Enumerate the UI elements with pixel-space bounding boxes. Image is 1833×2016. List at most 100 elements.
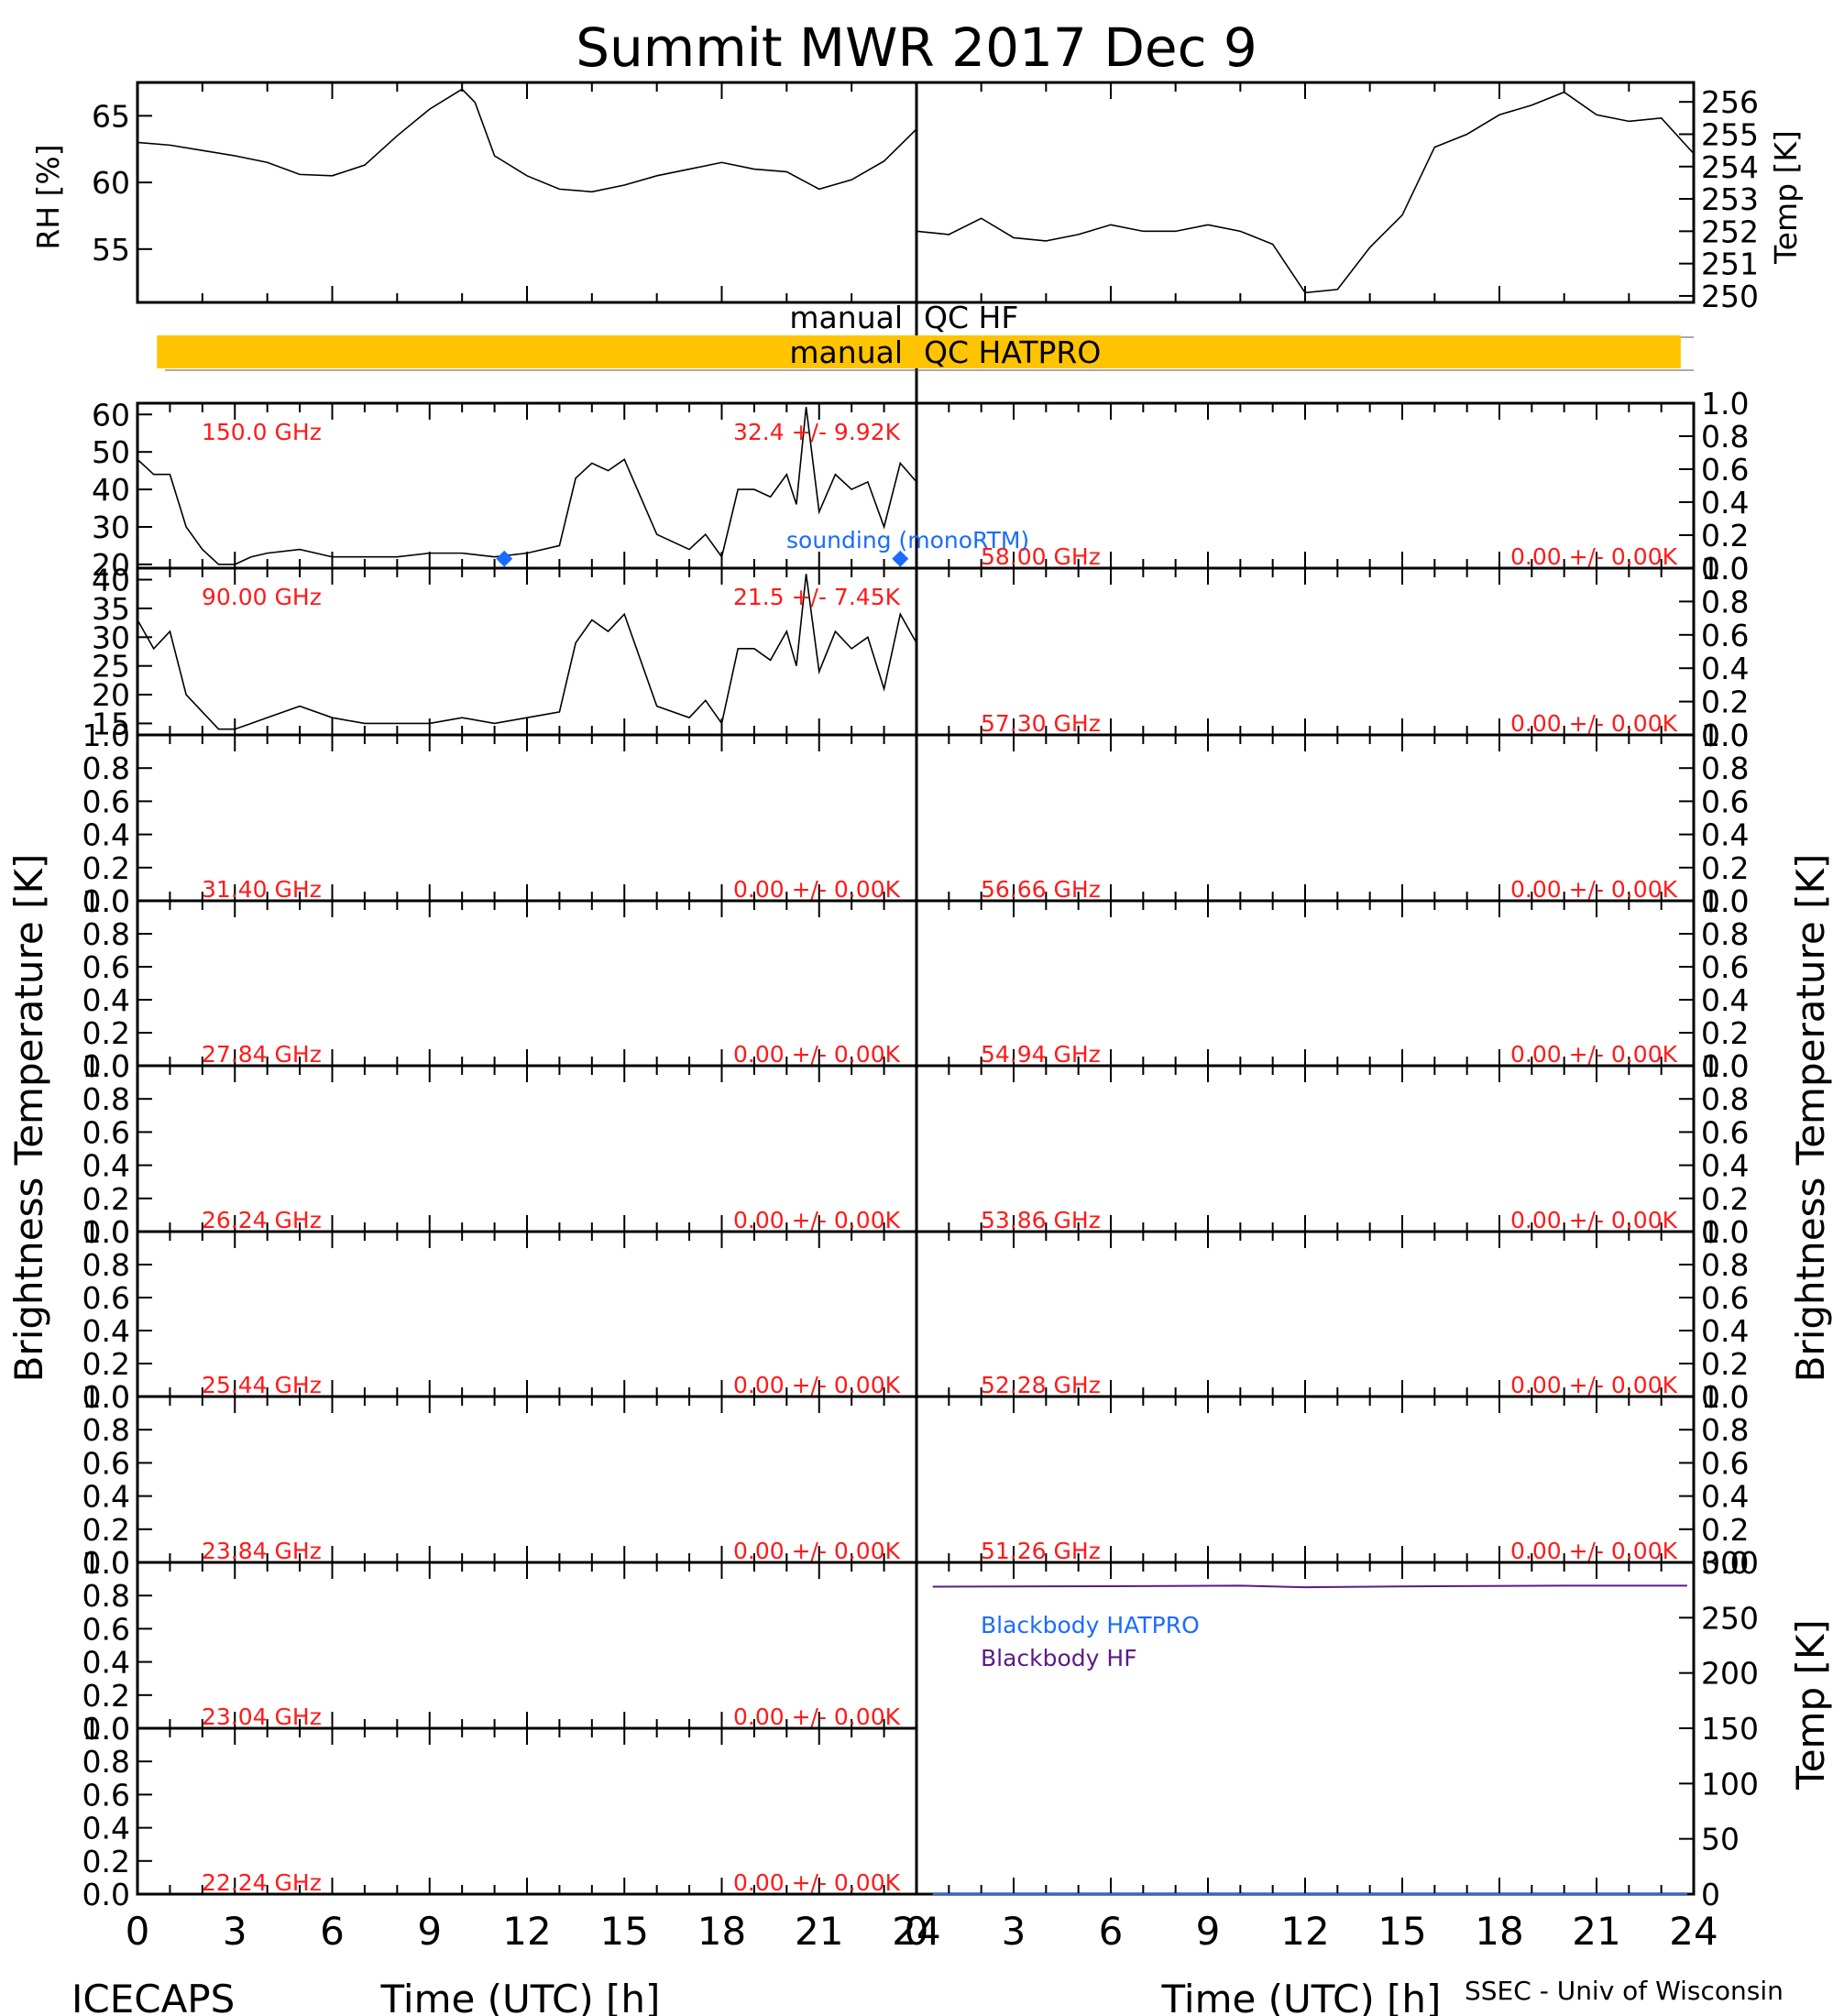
channel-stat: 0.00 +/- 0.00K: [733, 876, 901, 903]
y-tick-label: 0.0: [1701, 1545, 1749, 1581]
y-tick-label: 0.6: [82, 1777, 130, 1813]
y-tick-label: 0.2: [1701, 850, 1749, 886]
panel-ch5666: 0.00.20.40.60.81.056.66 GHz 0.00 +/- 0.00…: [915, 718, 1749, 919]
y-tick-label: 0.0: [82, 1877, 130, 1912]
x-tick-label: 3: [1002, 1909, 1026, 1954]
y-tick-label: 0.8: [1701, 419, 1749, 455]
y-tick-label: 0.6: [82, 1445, 130, 1481]
channel-stat: 0.00 +/- 0.00K: [733, 1372, 901, 1398]
y-tick-label: 20: [92, 677, 130, 713]
qc-hatpro-flag-bar: [157, 335, 1681, 368]
qc-hatpro-name: QC HATPRO: [924, 334, 1101, 370]
y-tick-label: 1.0: [1701, 718, 1749, 753]
y-tick-label: 1.0: [82, 1545, 130, 1581]
y-tick-label: 0.8: [1701, 1081, 1749, 1117]
series-line: [916, 91, 1695, 294]
y-tick-label: 0.4: [1701, 1479, 1749, 1515]
y-tick-label: 0.6: [1701, 1280, 1749, 1316]
y-tick-label: 1.0: [82, 1048, 130, 1084]
y-tick-label: 0.6: [82, 1114, 130, 1150]
y-tick-label: 0.4: [82, 817, 130, 853]
x-tick-label: 6: [1099, 1909, 1124, 1954]
channel-label: 58.00 GHz: [981, 543, 1101, 570]
figure-title: Summit MWR 2017 Dec 9: [576, 16, 1257, 79]
sounding-legend: sounding (monoRTM): [786, 527, 1029, 553]
y-tick-label: 0.0: [82, 1545, 130, 1581]
y-tick-label: 200: [1701, 1656, 1759, 1692]
channel-label: 52.28 GHz: [981, 1372, 1101, 1398]
panel-frame: [915, 81, 1696, 304]
channel-stat: 0.00 +/- 0.00K: [1510, 1041, 1678, 1068]
x-tick-label: 9: [1196, 1909, 1221, 1954]
y-tick-label: 250: [1701, 1600, 1759, 1636]
y-tick-label: 0.4: [1701, 1313, 1749, 1349]
x-tick-label: 9: [417, 1909, 442, 1954]
y-tick-label: 0.8: [82, 916, 130, 952]
y-tick-label: 0.2: [82, 1015, 130, 1051]
channel-label: 26.24 GHz: [202, 1207, 322, 1233]
x-tick-label: 21: [795, 1909, 843, 1954]
y-tick-label: 1.0: [1701, 551, 1749, 586]
y-tick-label: 0.4: [82, 1148, 130, 1184]
qc-hf-label: manual: [789, 300, 903, 335]
x-tick-label: 24: [892, 1909, 940, 1954]
channel-label: 56.66 GHz: [981, 876, 1101, 903]
panel-ch31: 0.00.20.40.60.81.031.40 GHz 0.00 +/- 0.00…: [82, 718, 918, 919]
y-tick-label: 1.0: [82, 1214, 130, 1250]
sounding-point: [892, 550, 909, 567]
blackbody-ylabel: Temp [K]: [1788, 1619, 1833, 1791]
panel-ch2304: 0.00.20.40.60.81.023.04 GHz 0.00 +/- 0.00…: [82, 1545, 918, 1747]
y-tick-label: 0.4: [82, 1313, 130, 1349]
y-tick-label: 1.0: [82, 718, 130, 753]
y-tick-label: 0.2: [82, 1346, 130, 1382]
series-line: [137, 88, 917, 193]
panel-frame: [136, 81, 918, 304]
y-tick-label: 0.2: [82, 850, 130, 886]
y-tick-label: 0.6: [1701, 1445, 1749, 1481]
x-tick-label: 12: [1280, 1909, 1329, 1954]
footer-right: SSEC - Univ of Wisconsin: [1465, 1976, 1784, 2006]
x-tick-label: 12: [502, 1909, 551, 1954]
panel-ch5494: 0.00.20.40.60.81.054.94 GHz 0.00 +/- 0.00…: [915, 883, 1749, 1084]
y-tick-label: 0.8: [82, 1578, 130, 1614]
y-tick-label: 0.8: [1701, 751, 1749, 786]
panel-ch5386: 0.00.20.40.60.81.053.86 GHz 0.00 +/- 0.00…: [915, 1048, 1749, 1250]
channel-label: 54.94 GHz: [981, 1041, 1101, 1068]
channel-stat: 32.4 +/- 9.92K: [733, 419, 901, 445]
channel-stat: 0.00 +/- 0.00K: [733, 1704, 901, 1730]
channel-label: 23.04 GHz: [202, 1704, 322, 1730]
y-tick-label: 300: [1701, 1545, 1759, 1581]
panel-ch5228: 0.00.20.40.60.81.052.28 GHz 0.00 +/- 0.00…: [915, 1214, 1749, 1415]
y-tick-label: 0.6: [82, 783, 130, 819]
series-line: [137, 574, 917, 730]
channel-stat: 0.00 +/- 0.00K: [1510, 876, 1678, 903]
channel-stat: 0.00 +/- 0.00K: [1510, 1372, 1678, 1398]
y-tick-label: 30: [92, 619, 130, 655]
rh-ylabel: RH [%]: [30, 144, 66, 249]
panel-ch2224: 0.00.20.40.60.81.022.24 GHz 0.00 +/- 0.00…: [82, 1711, 918, 1912]
channel-label: 57.30 GHz: [981, 710, 1101, 737]
y-tick-label: 0.2: [1701, 1346, 1749, 1382]
y-tick-label: 0.0: [1701, 718, 1749, 753]
x-tick-label: 18: [697, 1909, 746, 1954]
y-tick-label: 0.4: [1701, 1148, 1749, 1184]
y-tick-label: 252: [1701, 214, 1759, 249]
y-tick-label: 0.2: [1701, 685, 1749, 720]
y-tick-label: 0.2: [1701, 1015, 1749, 1051]
y-tick-label: 0.4: [82, 1479, 130, 1515]
y-tick-label: 0.2: [1701, 1181, 1749, 1217]
y-tick-label: 65: [92, 98, 130, 134]
y-tick-label: 50: [1701, 1822, 1740, 1857]
y-tick-label: 0.2: [82, 1844, 130, 1879]
panel-ch58: 0.00.20.40.60.81.058.00 GHz 0.00 +/- 0.00…: [915, 386, 1749, 586]
y-tick-label: 1.0: [1701, 1379, 1749, 1415]
channel-label: 150.0 GHz: [202, 419, 322, 445]
channel-stat: 0.00 +/- 0.00K: [733, 1538, 901, 1564]
y-tick-label: 1.0: [1701, 386, 1749, 422]
channel-label: 23.84 GHz: [202, 1538, 322, 1564]
y-tick-label: 20: [92, 547, 130, 583]
y-tick-label: 50: [92, 434, 130, 470]
y-tick-label: 0.2: [82, 1181, 130, 1217]
